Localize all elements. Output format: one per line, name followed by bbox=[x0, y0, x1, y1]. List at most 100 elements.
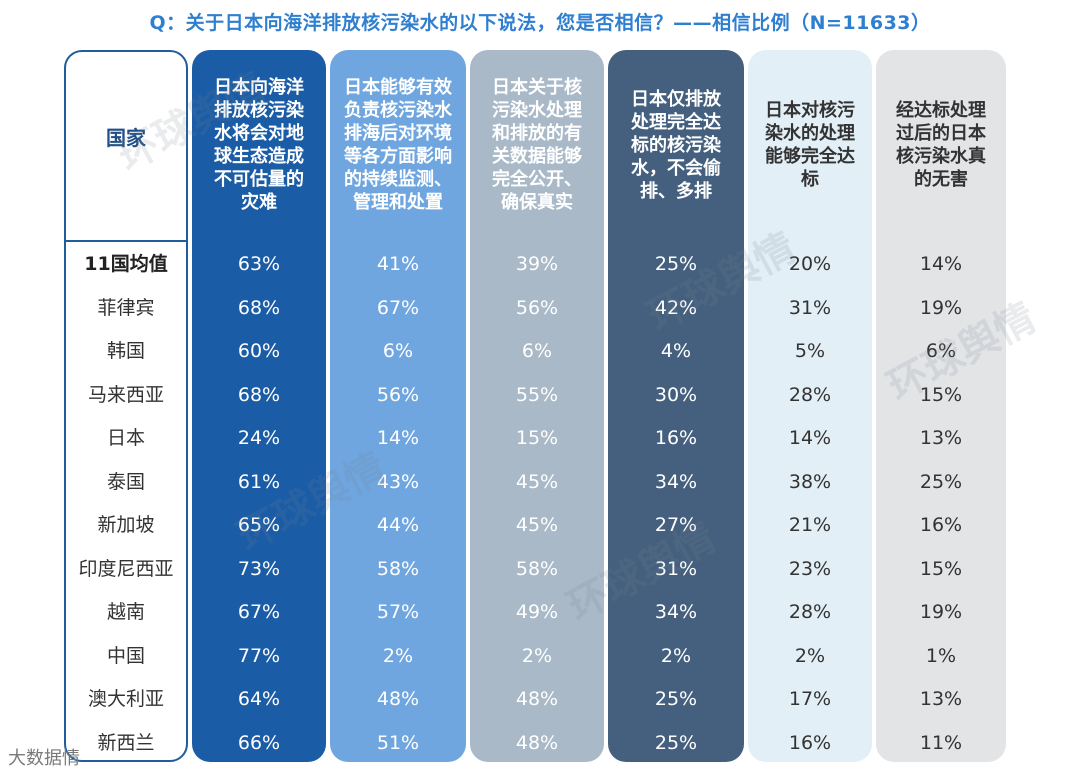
column-header-line: 负责核污染水 bbox=[344, 100, 452, 121]
value-cell: 16% bbox=[788, 731, 832, 754]
column-header-line: 等各方面影响 bbox=[344, 146, 452, 167]
country-label: 澳大利亚 bbox=[87, 688, 164, 710]
column-header-line: 日本对核污 bbox=[765, 100, 855, 121]
value-cell: 30% bbox=[654, 383, 698, 406]
column-header-line: 关数据能够 bbox=[492, 146, 582, 167]
column-header-line: 日本向海洋 bbox=[214, 77, 304, 98]
value-cell: 27% bbox=[654, 514, 698, 536]
value-cell: 39% bbox=[515, 253, 559, 275]
column-3: 日本关于核 污染水处理 和排放的有 关数据能够 完全公开、 确保真实 bbox=[470, 50, 604, 762]
value-cell: 34% bbox=[654, 601, 698, 623]
column-header-line: 的无害 bbox=[914, 169, 968, 190]
value-cell: 21% bbox=[788, 514, 832, 536]
value-cell: 77% bbox=[237, 644, 281, 667]
column-header-line: 完全公开、 bbox=[492, 169, 582, 190]
value-cell: 56% bbox=[376, 383, 420, 406]
column-header: 日本对核污 染水的处理 能够完全达标 bbox=[748, 50, 872, 240]
value-cell: 43% bbox=[376, 470, 420, 493]
value-cell: 38% bbox=[788, 470, 832, 493]
footer-source: 大数据情 bbox=[8, 748, 80, 769]
value-cell: 11% bbox=[919, 731, 963, 754]
column-header-line: 日本关于核 bbox=[492, 77, 582, 98]
column-header-line: 的持续监测、 bbox=[344, 169, 452, 190]
value-cell: 25% bbox=[919, 470, 963, 493]
value-cell: 68% bbox=[237, 296, 281, 319]
value-cell: 58% bbox=[376, 557, 420, 580]
column-header-line: 和排放的有 bbox=[492, 123, 582, 144]
value-cell: 5% bbox=[794, 340, 826, 362]
country-label: 中国 bbox=[106, 644, 145, 667]
value-cell: 6% bbox=[382, 340, 414, 362]
column-header-line: 确保真实 bbox=[501, 192, 573, 213]
country-label: 菲律宾 bbox=[97, 296, 155, 319]
value-cell: 57% bbox=[376, 601, 420, 623]
chart-title: Q：关于日本向海洋排放核污染水的以下说法，您是否相信？——相信比例（N=1163… bbox=[149, 12, 931, 34]
value-cell: 64% bbox=[237, 688, 281, 710]
value-cell: 31% bbox=[788, 296, 832, 319]
column-header-line: 过后的日本 bbox=[896, 123, 986, 144]
value-cell: 45% bbox=[515, 470, 559, 493]
column-header-line: 经达标处理 bbox=[896, 100, 986, 121]
value-cell: 6% bbox=[521, 340, 553, 362]
value-cell: 31% bbox=[654, 557, 698, 580]
value-cell: 34% bbox=[654, 470, 698, 493]
value-cell: 44% bbox=[376, 514, 420, 536]
value-cell: 16% bbox=[919, 514, 963, 536]
column-header-line: 污染水处理 bbox=[492, 100, 582, 121]
value-cell: 65% bbox=[237, 514, 281, 536]
value-cell: 73% bbox=[237, 557, 281, 580]
column-header-line: 标的核污染 bbox=[631, 134, 721, 156]
column-header-line: 核污染水真 bbox=[896, 146, 986, 167]
column-4: 日本仅排放 处理完全达 标的核污染 水，不会偷 排、多排 bbox=[608, 50, 744, 762]
column-header-line: 排、多排 bbox=[640, 180, 712, 202]
column-6: 经达标处理 过后的日本 核污染水真 的无害 bbox=[876, 50, 1006, 762]
value-cell: 19% bbox=[919, 601, 963, 623]
column-header-line: 水，不会偷 bbox=[631, 157, 721, 179]
value-cell: 67% bbox=[237, 601, 281, 623]
column-header-line: 日本仅排放 bbox=[631, 88, 721, 110]
value-cell: 19% bbox=[919, 296, 963, 319]
value-cell: 1% bbox=[925, 644, 957, 667]
value-cell: 15% bbox=[515, 427, 559, 449]
value-cell: 60% bbox=[237, 340, 281, 362]
value-cell: 28% bbox=[788, 601, 832, 623]
value-cell: 25% bbox=[654, 253, 698, 275]
value-cell: 61% bbox=[237, 470, 281, 493]
column-header: 日本向海洋 排放核污染 水将会对地 球生态造成 不可估量的 灾难 bbox=[192, 50, 326, 240]
column-header: 日本能够有效 负责核污染水 排海后对环境 等各方面影响 的持续监测、 管理和处置 bbox=[330, 50, 466, 240]
column-header-line: 管理和处置 bbox=[353, 192, 443, 213]
value-cell: 67% bbox=[376, 296, 420, 319]
column-header-line: 球生态造成 bbox=[214, 146, 304, 167]
country-column: 国家 bbox=[64, 50, 188, 762]
country-label: 泰国 bbox=[106, 470, 145, 493]
country-header: 国家 bbox=[106, 126, 146, 150]
value-cell: 16% bbox=[654, 427, 698, 449]
value-cell: 51% bbox=[376, 731, 420, 754]
value-cell: 14% bbox=[788, 427, 832, 449]
value-cell: 28% bbox=[788, 383, 832, 406]
column-header-line: 处理完全达 bbox=[631, 111, 721, 133]
value-cell: 55% bbox=[515, 383, 559, 406]
value-cell: 4% bbox=[660, 340, 692, 362]
value-cell: 23% bbox=[788, 557, 832, 580]
value-cell: 58% bbox=[515, 557, 559, 580]
country-label: 新加坡 bbox=[97, 514, 155, 536]
country-label: 马来西亚 bbox=[87, 383, 164, 406]
country-label: 韩国 bbox=[106, 340, 145, 362]
country-label: 新西兰 bbox=[97, 731, 155, 754]
value-cell: 14% bbox=[376, 427, 420, 449]
column-header: 日本仅排放 处理完全达 标的核污染 水，不会偷 排、多排 bbox=[608, 50, 744, 240]
value-cell: 6% bbox=[925, 340, 957, 362]
average-row-label: 11国均值 bbox=[84, 253, 168, 275]
value-cell: 48% bbox=[515, 731, 559, 754]
column-header-line: 日本能够有效 bbox=[344, 77, 452, 98]
value-cell: 2% bbox=[382, 644, 414, 667]
value-cell: 42% bbox=[654, 296, 698, 319]
value-cell: 15% bbox=[919, 557, 963, 580]
column-header-line: 排海后对环境 bbox=[344, 123, 452, 144]
value-cell: 41% bbox=[376, 253, 420, 275]
column-header-line: 灾难 bbox=[241, 192, 277, 213]
value-cell: 63% bbox=[237, 253, 281, 275]
value-cell: 2% bbox=[794, 644, 826, 667]
column-2: 日本能够有效 负责核污染水 排海后对环境 等各方面影响 的持续监测、 管理和处置 bbox=[330, 50, 466, 762]
